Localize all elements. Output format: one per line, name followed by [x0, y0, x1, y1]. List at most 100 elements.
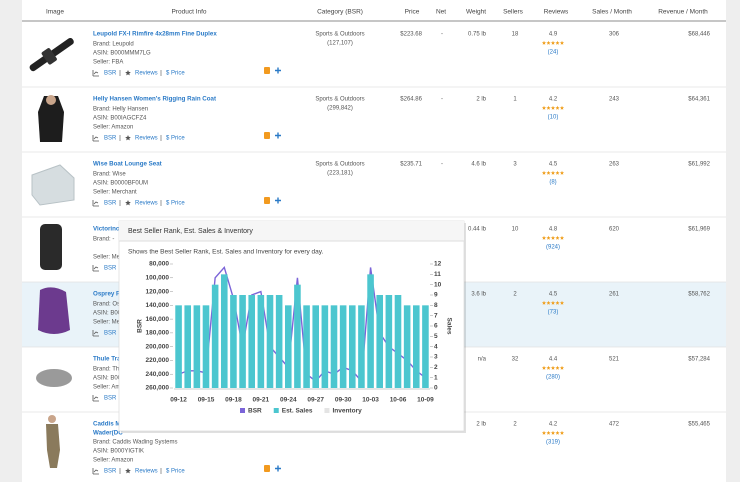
bar [339, 305, 347, 388]
action-price[interactable]: $ Price [166, 469, 185, 475]
y2-tick-label: 0 [434, 385, 438, 392]
action-reviews[interactable]: Reviews [135, 71, 158, 77]
cell-reviews: (8) [549, 180, 556, 186]
cell-revenue: $68,446 [688, 32, 710, 38]
action-price[interactable]: $ Price [166, 136, 185, 142]
y-tick-label: 100,000 [146, 274, 170, 281]
action-reviews[interactable]: Reviews [135, 469, 158, 475]
y-tick-label: 260,000 [146, 385, 170, 392]
legend-label: Est. Sales [282, 408, 313, 415]
action-price[interactable]: $ Price [166, 201, 185, 207]
action-bsr[interactable]: BSR [104, 469, 117, 475]
star [559, 300, 565, 305]
add-icon[interactable] [275, 132, 281, 139]
bar [230, 295, 237, 388]
action-bsr[interactable]: BSR [104, 331, 117, 337]
cell-revenue: $58,762 [688, 292, 710, 298]
star [550, 235, 556, 240]
bar [248, 295, 256, 388]
cell-seller: Seller: Amazon [93, 458, 133, 464]
cell-sales: 263 [609, 162, 620, 168]
cell-brand: Brand: Caddis Wading Systems [93, 440, 177, 446]
action-bsr[interactable]: BSR [104, 201, 117, 207]
y2-tick-label: 2 [434, 364, 438, 371]
chart-icon [92, 330, 99, 337]
cell-revenue: $61,992 [688, 162, 710, 168]
chart-icon [92, 468, 99, 475]
cell-brand: Brand: Helly Hansen [93, 107, 148, 113]
bar [220, 274, 228, 388]
y-tick-label: 160,000 [146, 316, 170, 323]
bar [266, 295, 274, 388]
star [555, 40, 560, 45]
bar [348, 305, 356, 388]
star [546, 105, 551, 110]
bar [303, 305, 310, 388]
cell-asin: ASIN: B00 [93, 311, 122, 317]
cell-seller: Seller: Merchant [93, 190, 137, 196]
cell-reviews: (73) [548, 310, 559, 316]
cell-revenue: $61,969 [688, 227, 710, 233]
popup-header [119, 221, 464, 241]
y-tick-label: 120,000 [146, 288, 170, 295]
star [546, 40, 551, 45]
y2-tick-label: 12 [434, 261, 442, 268]
cell-rating: 4.2 [549, 97, 558, 103]
amazon-icon[interactable] [264, 197, 270, 204]
cell-sales: 306 [609, 32, 620, 38]
cell-asin: ASIN: B000MMM7LG [93, 51, 151, 57]
action-price[interactable]: $ Price [166, 71, 185, 77]
add-icon[interactable] [275, 197, 281, 204]
y2-tick-label: 11 [434, 271, 441, 278]
action-reviews[interactable]: Reviews [135, 136, 158, 142]
chart-icon [92, 135, 99, 142]
column-header: Image [46, 9, 64, 16]
star [546, 300, 551, 305]
cell-bsr: (127,107) [327, 41, 353, 47]
cell-brand: Brand: Wise [93, 172, 126, 178]
add-icon[interactable] [275, 465, 281, 472]
cell-rating: 4.5 [549, 162, 558, 168]
y2-tick-label: 5 [434, 333, 438, 340]
amazon-icon[interactable] [264, 67, 270, 74]
product-images [29, 37, 75, 468]
cell-title: Osprey Pa [93, 291, 124, 298]
action-bsr[interactable]: BSR [104, 136, 117, 142]
cell-rating: 4.2 [549, 422, 558, 428]
star [555, 300, 560, 305]
chart-popup: Best Seller Rank, Est. Sales & Inventory… [118, 220, 466, 433]
cell-weight: n/a [478, 357, 487, 363]
cell-sellers: 10 [512, 227, 519, 233]
cell-seller: Seller: Ama [93, 385, 124, 391]
action-bsr[interactable]: BSR [104, 266, 117, 272]
image-scope [29, 37, 74, 72]
action-bsr[interactable]: BSR [104, 71, 117, 77]
cell-sales: 620 [609, 227, 620, 233]
cell-seller: Seller: Amazon [93, 125, 133, 131]
bar [367, 274, 374, 388]
legend-swatch [240, 408, 245, 413]
cell-sellers: 3 [513, 162, 517, 168]
star [541, 40, 547, 45]
cell-rating: 4.9 [549, 32, 558, 38]
star [550, 40, 556, 45]
amazon-icon[interactable] [264, 465, 270, 472]
action-reviews[interactable]: Reviews [135, 201, 158, 207]
x-tick-label: 09-27 [307, 397, 324, 404]
cell-weight: 2 lb [476, 422, 486, 428]
image-thule [36, 369, 72, 387]
cell-weight: 2 lb [476, 97, 486, 103]
cell-net: - [441, 97, 443, 103]
cell-sellers: 1 [513, 97, 517, 103]
cell-title: Victorinox [93, 226, 124, 233]
star [541, 170, 547, 175]
column-header: Revenue / Month [658, 9, 708, 16]
star [546, 235, 551, 240]
action-bsr[interactable]: BSR [104, 396, 117, 402]
amazon-icon[interactable] [264, 132, 270, 139]
column-header: Reviews [544, 9, 569, 16]
bar [211, 284, 219, 388]
add-icon[interactable] [275, 67, 281, 74]
cell-weight: 0.75 lb [468, 32, 487, 38]
star [541, 235, 547, 240]
